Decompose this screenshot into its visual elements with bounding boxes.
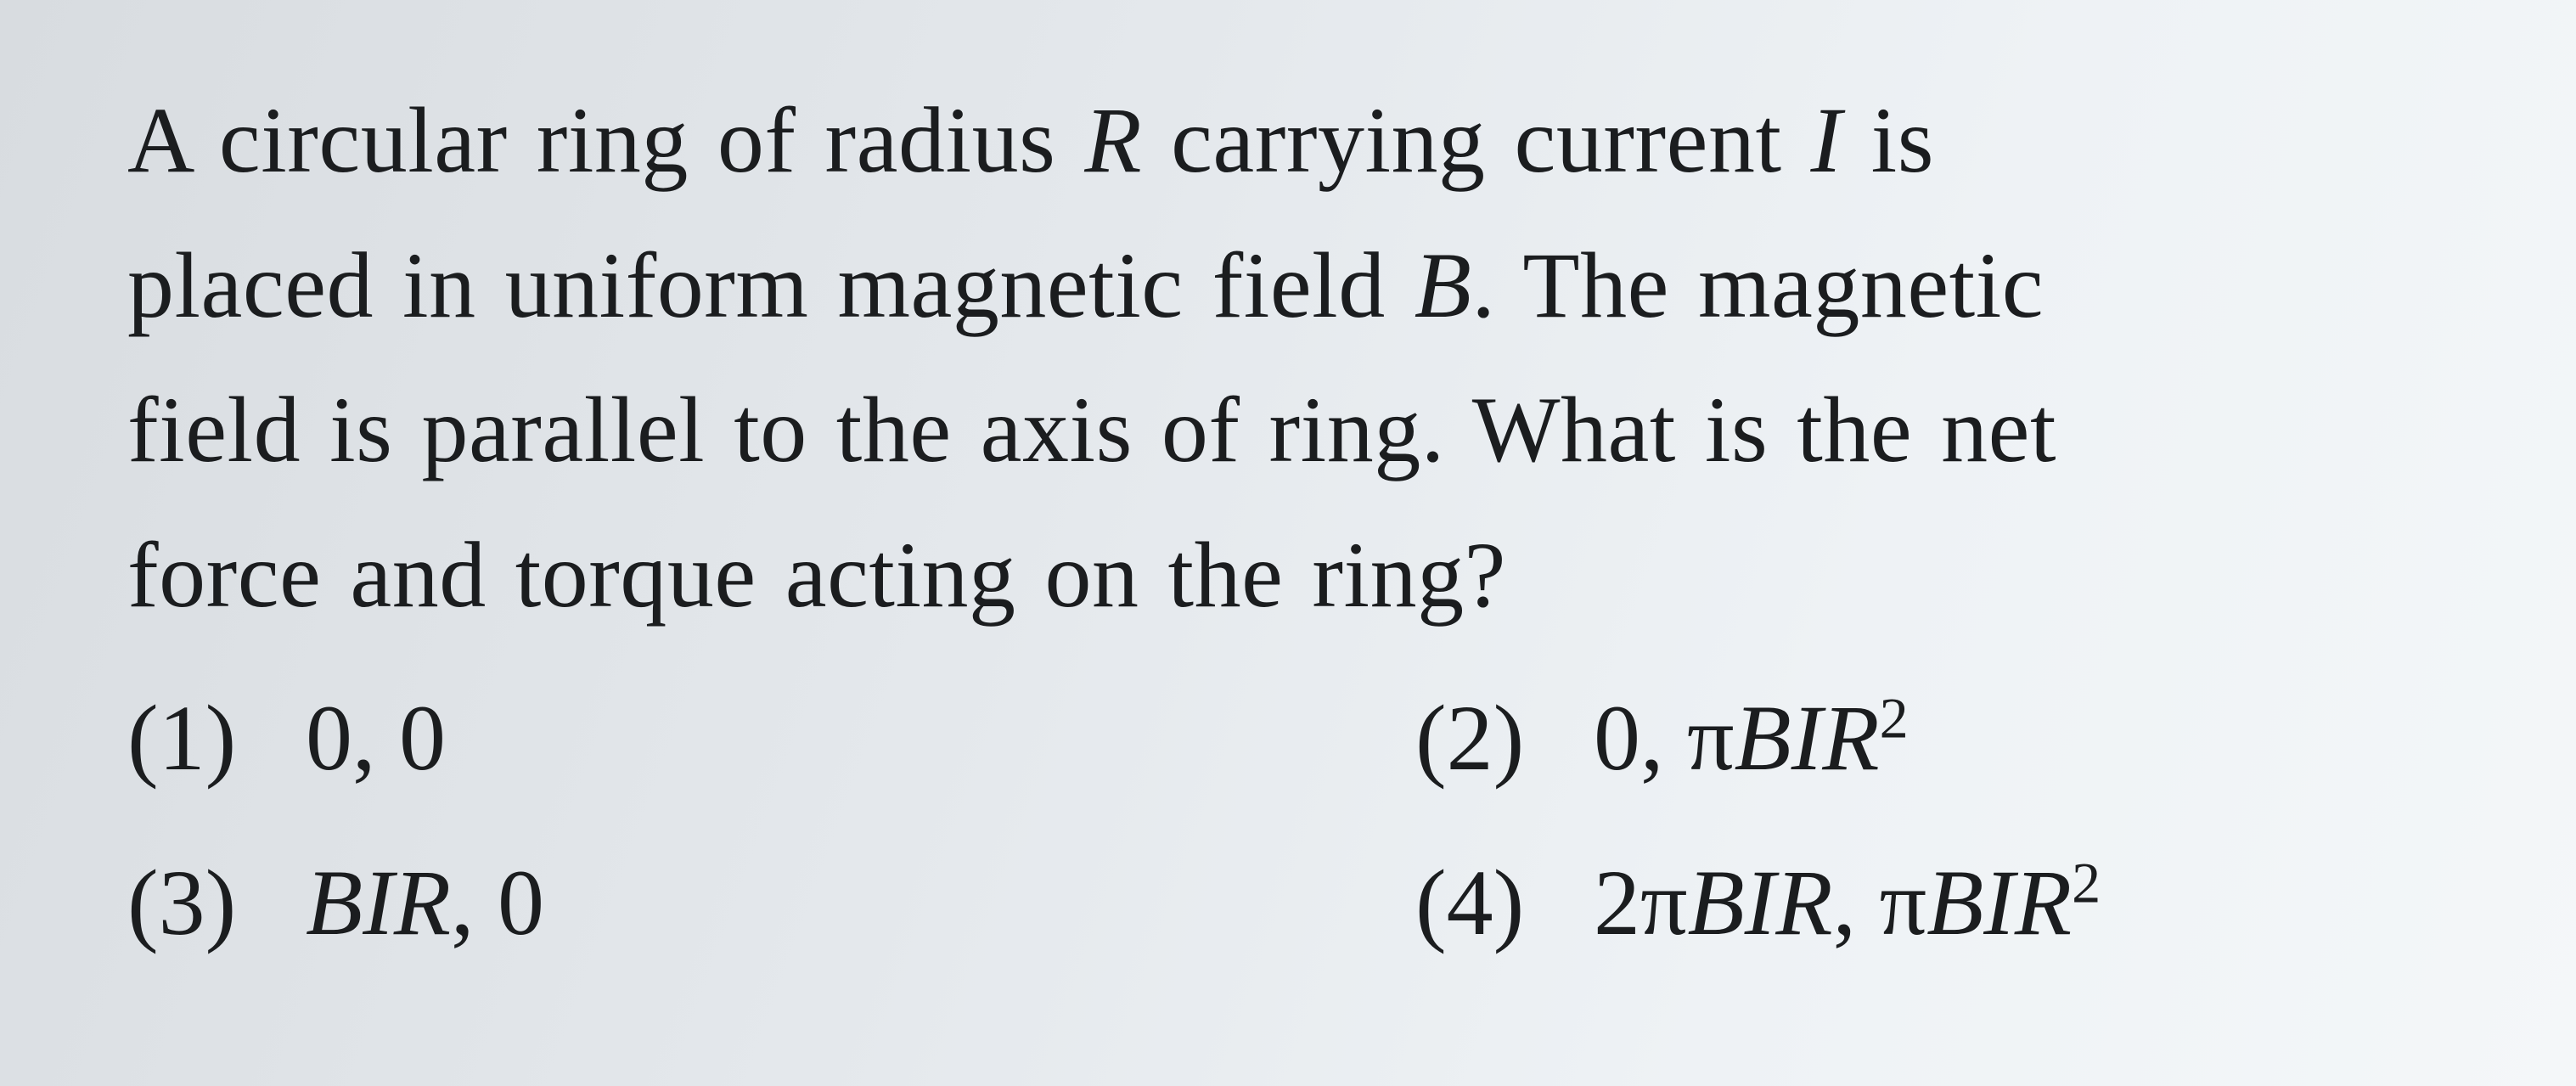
option-1: (1) 0, 0 — [127, 672, 1195, 803]
option-value: 0, πBIR2 — [1594, 672, 1909, 803]
option-text: , 0 — [451, 851, 544, 954]
variable-BIR: BIR — [1688, 851, 1833, 954]
option-4: (4) 2πBIR, πBIR2 — [1415, 837, 2483, 968]
option-value: BIR, 0 — [306, 837, 544, 968]
question-page: A circular ring of radius R carrying cur… — [0, 0, 2576, 1086]
option-3: (3) BIR, 0 — [127, 837, 1195, 968]
option-number: (3) — [127, 837, 306, 968]
option-2: (2) 0, πBIR2 — [1415, 672, 2483, 803]
variable-BIR: BIR — [306, 851, 451, 954]
variable-I: I — [1811, 88, 1842, 192]
question-stem: A circular ring of radius R carrying cur… — [127, 68, 2483, 647]
q-text: is — [1842, 88, 1934, 192]
q-text: field is parallel to the axis of ring. W… — [127, 378, 2056, 481]
variable-BIR: BIR — [1926, 851, 2072, 954]
option-text: 0, π — [1594, 686, 1735, 790]
variable-B: B — [1415, 234, 1472, 337]
option-text: , π — [1833, 851, 1927, 954]
q-text: . The magnetic — [1471, 234, 2044, 337]
options-grid: (1) 0, 0 (2) 0, πBIR2 (3) BIR, 0 (4) 2πB… — [127, 672, 2483, 968]
variable-R: R — [1084, 88, 1142, 192]
q-text: A circular ring of radius — [127, 88, 1084, 192]
q-text: placed in uniform magnetic field — [127, 234, 1415, 337]
option-value: 0, 0 — [306, 672, 446, 803]
option-number: (2) — [1415, 672, 1594, 803]
q-text: carrying current — [1142, 88, 1810, 192]
exponent: 2 — [1880, 685, 1909, 750]
exponent: 2 — [2072, 850, 2101, 914]
q-text: force and torque acting on the ring? — [127, 523, 1506, 627]
option-text: 2π — [1594, 851, 1688, 954]
option-number: (4) — [1415, 837, 1594, 968]
option-value: 2πBIR, πBIR2 — [1594, 837, 2101, 968]
variable-BIR: BIR — [1735, 686, 1880, 790]
option-number: (1) — [127, 672, 306, 803]
